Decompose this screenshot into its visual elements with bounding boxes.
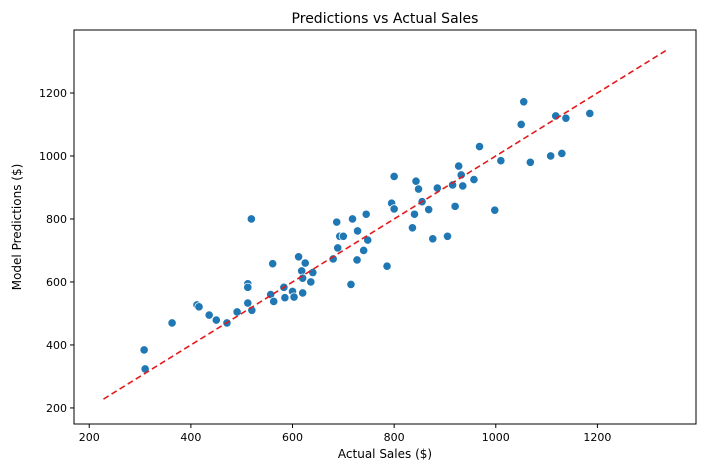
data-point	[352, 255, 362, 265]
data-point	[333, 243, 343, 253]
data-point	[458, 181, 468, 191]
data-point	[167, 318, 177, 328]
y-tick-label: 400	[46, 339, 67, 352]
data-point	[447, 180, 458, 190]
data-point	[347, 214, 358, 224]
reference-line	[103, 49, 667, 400]
y-tick-label: 1000	[39, 150, 67, 163]
data-point	[243, 298, 253, 308]
y-tick-label: 600	[46, 276, 67, 289]
data-point	[359, 245, 369, 256]
data-point	[268, 259, 278, 269]
data-point	[298, 288, 308, 298]
data-point	[546, 151, 556, 161]
x-tick-label: 400	[180, 431, 201, 444]
data-point	[469, 175, 479, 185]
data-point	[407, 223, 418, 233]
data-point	[389, 171, 399, 182]
data-point	[361, 209, 371, 219]
data-point	[308, 267, 318, 278]
x-tick-label: 200	[79, 431, 100, 444]
data-point	[496, 156, 506, 166]
data-point	[338, 231, 348, 241]
data-point	[300, 258, 310, 268]
data-point	[294, 252, 304, 262]
x-tick-label: 1200	[583, 431, 611, 444]
data-point	[139, 345, 149, 355]
y-tick-label: 1200	[39, 87, 67, 100]
data-point	[332, 217, 342, 227]
data-point	[382, 261, 392, 271]
data-point	[557, 148, 567, 159]
data-point	[561, 113, 571, 123]
data-point	[454, 161, 464, 171]
data-point	[585, 108, 595, 119]
data-point	[328, 254, 338, 264]
data-point	[490, 205, 500, 215]
data-point	[246, 214, 256, 224]
y-tick-label: 200	[46, 402, 67, 415]
x-tick-label: 800	[384, 431, 405, 444]
data-point	[516, 119, 526, 130]
y-tick-label: 800	[46, 213, 67, 226]
data-point	[352, 226, 363, 236]
x-axis-label: Actual Sales ($)	[338, 447, 432, 461]
plot-frame	[73, 29, 697, 425]
x-tick-label: 600	[282, 431, 303, 444]
x-tick-label: 1000	[482, 431, 510, 444]
data-point	[232, 307, 242, 317]
data-point	[389, 204, 399, 214]
data-point	[519, 97, 529, 107]
data-point	[363, 235, 373, 245]
data-point	[413, 184, 424, 194]
data-point	[269, 296, 279, 307]
data-point	[428, 234, 438, 244]
data-point	[474, 141, 485, 152]
chart-title: Predictions vs Actual Sales	[292, 11, 479, 27]
y-axis-label: Model Predictions ($)	[10, 164, 24, 291]
data-point	[194, 302, 204, 312]
data-point	[280, 293, 290, 303]
data-point	[211, 315, 221, 325]
data-point	[411, 176, 421, 186]
data-point	[525, 157, 535, 167]
data-point	[204, 310, 214, 320]
data-point	[306, 277, 316, 287]
data-point	[432, 183, 442, 193]
data-point	[346, 279, 356, 290]
data-point	[450, 201, 460, 211]
data-point	[442, 231, 453, 241]
data-point	[409, 209, 420, 219]
data-point	[243, 282, 253, 292]
data-point	[424, 204, 434, 215]
data-point	[289, 292, 299, 302]
